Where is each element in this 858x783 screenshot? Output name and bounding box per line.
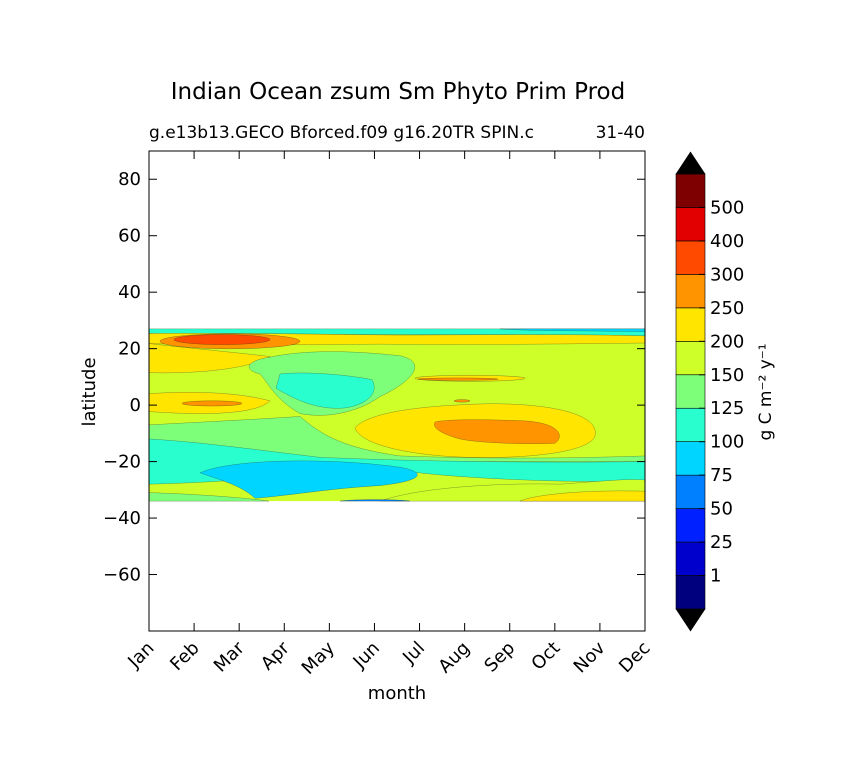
x-tick-label: Aug bbox=[434, 638, 474, 678]
colorbar-tick-label: 100 bbox=[710, 432, 744, 453]
colorbar-tick-label: 200 bbox=[710, 331, 744, 352]
x-tick-label: Dec bbox=[615, 638, 654, 677]
plot-area bbox=[148, 150, 646, 632]
field-south-edge-50-75 bbox=[339, 499, 411, 502]
colorbar-tick-label: 50 bbox=[710, 499, 733, 520]
chart-subtitle-right: 31-40 bbox=[596, 123, 645, 143]
x-axis-label: month bbox=[368, 683, 426, 704]
y-tick-label: −40 bbox=[103, 508, 141, 529]
colorbar-segment bbox=[675, 341, 706, 376]
colorbar-tick-label: 1 bbox=[710, 566, 721, 587]
field-south-125-150 bbox=[148, 416, 646, 462]
x-tick-label: Nov bbox=[570, 637, 610, 677]
y-axis-label: latitude bbox=[79, 357, 100, 426]
colorbar-segment bbox=[675, 575, 706, 610]
x-tick-label: Jan bbox=[123, 638, 158, 673]
x-tick-label: Apr bbox=[257, 637, 294, 674]
y-tick-label: 60 bbox=[118, 226, 141, 247]
colorbar-tick-label: 250 bbox=[710, 298, 744, 319]
colorbar-segment bbox=[675, 307, 706, 342]
field-south-max-250-300 bbox=[434, 419, 560, 444]
field-north-west-200-250 bbox=[148, 343, 271, 374]
x-tick-label: Jun bbox=[349, 638, 384, 673]
field-north-east-250-300 bbox=[417, 377, 499, 381]
colorbar-tick-label: 150 bbox=[710, 365, 744, 386]
y-tick-label: 40 bbox=[118, 282, 141, 303]
field-south-75-100 bbox=[199, 460, 418, 499]
y-tick-label: −20 bbox=[103, 452, 141, 473]
colorbar-segment bbox=[675, 407, 706, 442]
colorbar-tick-label: 125 bbox=[710, 398, 744, 419]
x-tick-label: Jul bbox=[398, 638, 429, 669]
colorbar-segment bbox=[675, 173, 706, 208]
x-tick-label: Feb bbox=[166, 638, 203, 675]
colorbar-segment bbox=[675, 240, 706, 275]
chart-title: Indian Ocean zsum Sm Phyto Prim Prod bbox=[171, 79, 625, 105]
colorbar-segment bbox=[675, 274, 706, 309]
colorbar-tick-label: 25 bbox=[710, 532, 733, 553]
colorbar-tick-label: 75 bbox=[710, 465, 733, 486]
x-tick-label: Mar bbox=[210, 637, 249, 676]
field-equator-west-250-300 bbox=[181, 400, 243, 407]
y-tick-label: −60 bbox=[103, 565, 141, 586]
x-tick-label: Oct bbox=[527, 638, 564, 675]
colorbar-segment bbox=[675, 541, 706, 576]
plot-frame bbox=[148, 150, 646, 632]
field-north-max-300-400 bbox=[173, 334, 271, 345]
colorbar-segment bbox=[675, 441, 706, 476]
colorbar-segment bbox=[675, 374, 706, 409]
contour-fields bbox=[148, 328, 646, 502]
colorbar-extend-max bbox=[675, 151, 706, 175]
x-tick-label: May bbox=[298, 637, 339, 678]
y-tick-label: 20 bbox=[118, 339, 141, 360]
field-south-small-250-300 bbox=[453, 399, 471, 403]
colorbar-tick-label: 500 bbox=[710, 197, 744, 218]
y-tick-label: 0 bbox=[130, 395, 141, 416]
colorbar-tick-label: 400 bbox=[710, 231, 744, 252]
x-tick-label: Sep bbox=[480, 638, 519, 677]
colorbar-tick-label: 300 bbox=[710, 264, 744, 285]
colorbar-extend-min bbox=[675, 608, 706, 632]
chart-subtitle: g.e13b13.GECO Bforced.f09 g16.20TR SPIN.… bbox=[149, 123, 534, 143]
colorbar-label: g C m⁻² y⁻¹ bbox=[756, 343, 776, 440]
colorbar-segment bbox=[675, 508, 706, 543]
y-tick-label: 80 bbox=[118, 169, 141, 190]
field-central-100-125 bbox=[275, 372, 375, 409]
colorbar-segment bbox=[675, 207, 706, 242]
field-south-west-125-150 bbox=[148, 492, 270, 502]
colorbar-segment bbox=[675, 474, 706, 509]
